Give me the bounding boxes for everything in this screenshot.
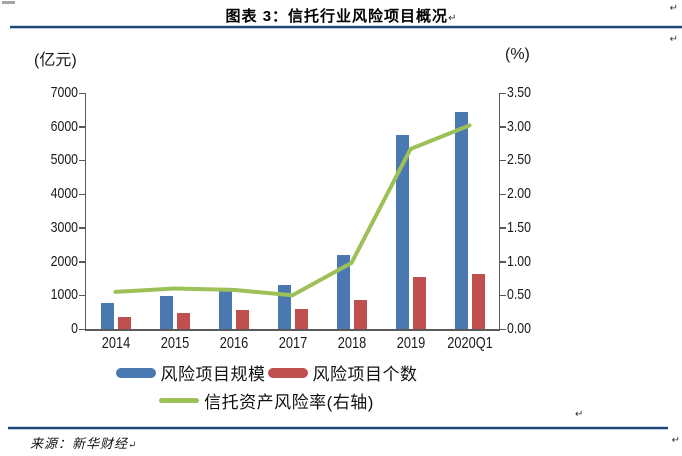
- bar-count: [176, 313, 190, 329]
- legend-row: 信托资产风险率(右轴): [158, 388, 375, 413]
- right-axis-tick: [500, 261, 506, 263]
- page-corner-artifact: [2, 1, 15, 4]
- left-axis-tick: [79, 294, 85, 297]
- x-axis-label: 2020Q1: [446, 335, 493, 352]
- footer-divider-line: [8, 427, 668, 429]
- bar-count: [353, 299, 367, 329]
- page-title: 图表 3：信托行业风险项目概况↵: [0, 5, 682, 26]
- left-axis-tick-label: 0: [71, 320, 78, 337]
- risk-rate-line: [113, 123, 472, 298]
- left-axis-tick-label: 5000: [50, 151, 78, 169]
- bar-scale: [336, 254, 350, 329]
- right-axis-tick-label: 3.50: [507, 84, 531, 101]
- right-axis-tick-label: 2.50: [507, 151, 531, 169]
- legend-swatch-bar: [115, 367, 156, 378]
- source-note: 来源：新华财经↵: [30, 433, 136, 452]
- legend-label: 风险项目个数: [312, 365, 418, 384]
- right-axis-tick-label: 1.00: [507, 252, 531, 270]
- paragraph-mark-icon: ↵: [128, 440, 137, 451]
- bar-count: [235, 310, 249, 329]
- page-title-text: 图表 3：信托行业风险项目概况: [225, 8, 449, 25]
- left-axis-tick-label: 1000: [50, 286, 78, 304]
- legend-item: 风险项目个数: [267, 360, 418, 385]
- right-axis-tick-label: 3.00: [507, 117, 531, 135]
- right-axis-tick: [500, 294, 506, 297]
- bar-scale: [159, 296, 173, 329]
- legend-item: 信托资产风险率(右轴): [159, 388, 374, 413]
- left-axis-tick: [79, 159, 85, 162]
- legend-swatch-line: [159, 398, 200, 403]
- right-axis-unit-label: (%): [505, 46, 530, 63]
- bar-scale: [454, 112, 468, 329]
- risk-rate-line-layer: [113, 123, 472, 298]
- x-axis-label: 2015: [160, 335, 189, 352]
- legend-swatch-bar: [267, 367, 308, 378]
- x-axis-label: 2017: [278, 335, 307, 352]
- left-axis-tick-label: 2000: [50, 252, 78, 270]
- bar-count: [117, 316, 131, 329]
- right-axis-tick-label: 1.50: [507, 218, 531, 236]
- right-axis-tick: [500, 328, 506, 330]
- right-axis-tick: [500, 227, 506, 229]
- bar-count: [294, 308, 308, 329]
- x-axis-label: 2019: [396, 335, 425, 352]
- paragraph-mark-icon: ↵: [575, 409, 584, 420]
- bar-scale: [100, 302, 114, 329]
- left-axis-tick: [79, 328, 85, 330]
- plot-area: 7000 6000 5000 4000 3000 2000 1000 0 3.50 3.00 2.5…: [51, 84, 531, 352]
- title-divider-line: [10, 26, 682, 28]
- source-note-text: 来源：新华财经: [30, 436, 129, 451]
- left-axis-tick: [79, 261, 85, 263]
- x-axis-label: 2016: [219, 335, 248, 352]
- bar-count: [471, 274, 485, 329]
- paragraph-mark-icon: ↵: [448, 13, 457, 24]
- right-axis-tick: [500, 193, 506, 196]
- right-axis-tick-label: 0.50: [507, 286, 531, 304]
- legend-label: 风险项目规模: [160, 365, 266, 384]
- left-axis-tick-label: 7000: [50, 84, 78, 101]
- bar-count: [412, 276, 426, 329]
- paragraph-mark-icon: ↵: [671, 435, 680, 446]
- right-axis-tick-label: 0.00: [507, 320, 531, 337]
- left-axis-tick: [79, 193, 85, 196]
- legend-label: 信托资产风险率(右轴): [204, 393, 374, 412]
- right-axis-tick-label: 2.00: [507, 185, 531, 203]
- right-axis-tick: [500, 126, 506, 128]
- bar-scale: [218, 290, 232, 329]
- chart-legend: 风险项目规模 风险项目个数信托资产风险率(右轴): [60, 360, 473, 413]
- left-axis-tick: [79, 227, 85, 229]
- right-axis-tick: [500, 159, 506, 162]
- left-axis-tick-label: 6000: [50, 117, 78, 135]
- left-axis-tick-label: 3000: [50, 218, 78, 236]
- paragraph-mark-icon: ↵: [669, 3, 678, 14]
- legend-row: 风险项目规模 风险项目个数: [115, 360, 419, 385]
- left-axis-tick: [79, 92, 85, 94]
- left-axis-unit-label: (亿元): [34, 52, 77, 69]
- left-axis-tick: [79, 126, 85, 128]
- legend-item: 风险项目规模: [115, 360, 266, 385]
- right-axis-tick: [500, 92, 506, 94]
- x-axis-label: 2014: [101, 335, 130, 352]
- left-axis-tick-label: 4000: [50, 185, 78, 203]
- x-axis-label: 2018: [337, 335, 366, 352]
- paragraph-mark-icon: ↵: [669, 34, 678, 45]
- bar-scale: [395, 135, 409, 329]
